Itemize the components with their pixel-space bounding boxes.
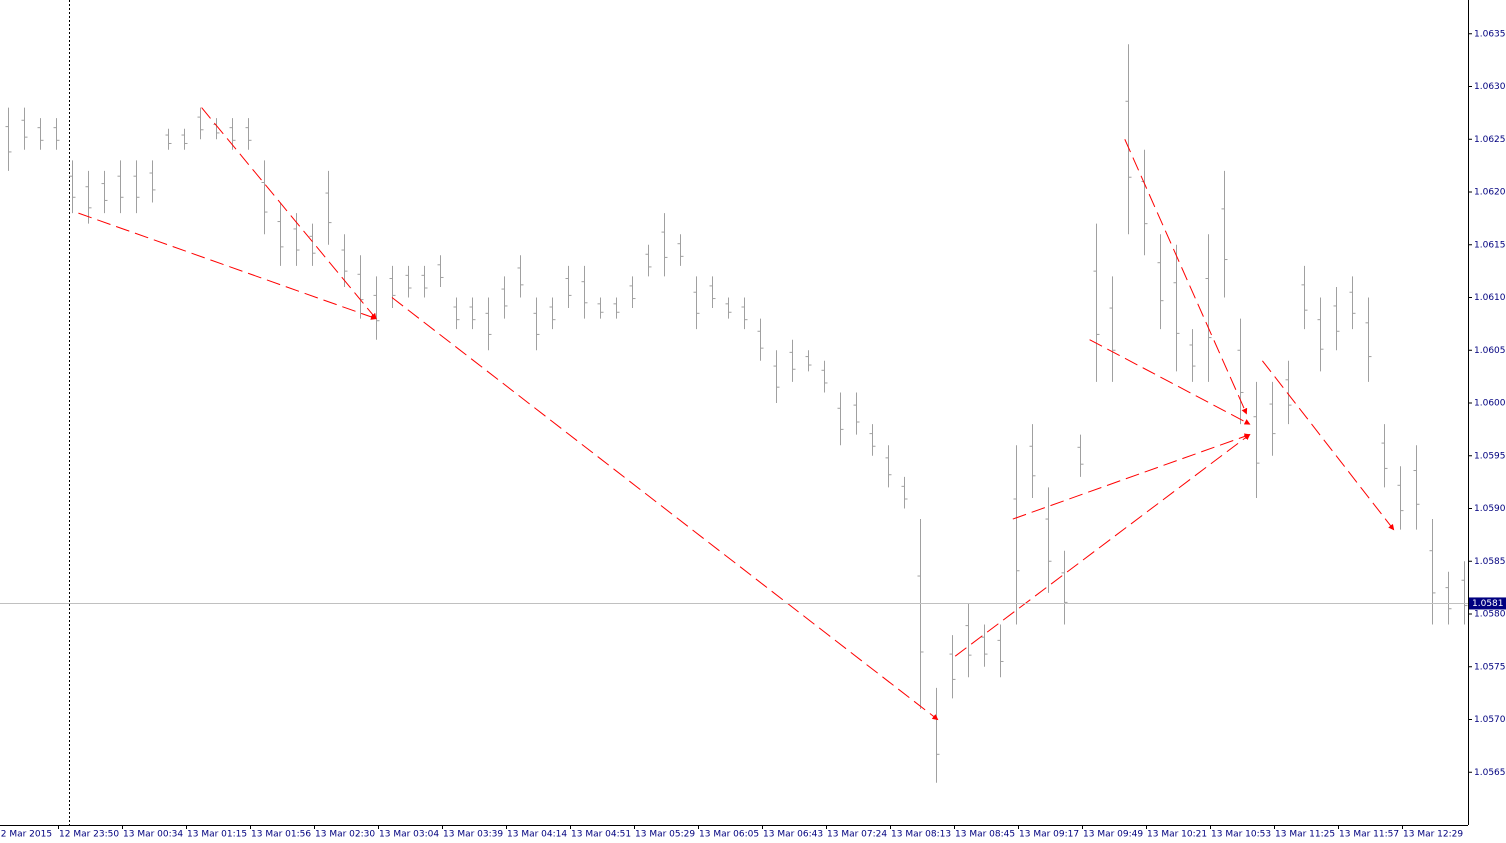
- x-tick-label: 12 Mar 23:50: [59, 830, 119, 840]
- y-tick-label: 1.0615: [1474, 240, 1506, 250]
- x-tick-label: 13 Mar 04:14: [507, 830, 567, 840]
- trade-arrow: [201, 107, 377, 320]
- x-tick-label: 13 Mar 10:21: [1147, 830, 1207, 840]
- x-tick-label: 13 Mar 02:30: [315, 830, 375, 840]
- y-tick-label: 1.0635: [1474, 29, 1506, 39]
- y-tick-label: 1.0595: [1474, 451, 1506, 461]
- x-tick-label: 13 Mar 07:24: [827, 830, 887, 840]
- y-tick-label: 1.0605: [1474, 346, 1506, 356]
- trade-arrow: [1262, 360, 1395, 531]
- y-tick-label: 1.0600: [1474, 399, 1506, 409]
- plot-area: [5, 44, 1468, 783]
- y-tick-label: 1.0570: [1474, 715, 1506, 725]
- x-tick-label: 13 Mar 08:45: [955, 830, 1015, 840]
- y-tick-label: 1.0620: [1474, 188, 1506, 198]
- x-tick-label: 13 Mar 04:51: [571, 830, 631, 840]
- y-tick-label: 1.0630: [1474, 82, 1506, 92]
- x-tick-label: 13 Mar 06:05: [699, 830, 759, 840]
- x-tick-label: 13 Mar 01:15: [187, 830, 247, 840]
- x-tick-label: 13 Mar 08:13: [891, 830, 951, 840]
- trade-arrow: [1012, 433, 1251, 520]
- y-tick-label: 1.0565: [1474, 768, 1506, 778]
- current-price-box: [1469, 597, 1506, 610]
- x-tick-label: 13 Mar 05:29: [635, 830, 695, 840]
- trade-arrow: [1124, 139, 1248, 415]
- trade-arrow: [391, 297, 939, 721]
- y-tick-label: 1.0580: [1474, 610, 1506, 620]
- x-tick-label: 13 Mar 03:04: [379, 830, 439, 840]
- y-tick-label: 1.0610: [1474, 293, 1506, 303]
- x-tick-label: 13 Mar 11:57: [1339, 830, 1399, 840]
- y-tick-label: 1.0575: [1474, 662, 1506, 672]
- x-tick-label: 13 Mar 09:17: [1019, 830, 1079, 840]
- x-tick-label: 13 Mar 09:49: [1083, 830, 1143, 840]
- x-tick-label: 13 Mar 10:53: [1211, 830, 1271, 840]
- x-tick-label: 13 Mar 11:25: [1275, 830, 1335, 840]
- x-tick-label: 13 Mar 01:56: [251, 830, 311, 840]
- trade-arrow: [1089, 339, 1251, 425]
- x-tick-label: 12 Mar 2015: [0, 830, 52, 840]
- x-tick-label: 13 Mar 00:34: [123, 830, 183, 840]
- current-price-label: 1.0581: [1472, 599, 1504, 609]
- y-tick-label: 1.0625: [1474, 135, 1506, 145]
- y-tick-label: 1.0585: [1474, 557, 1506, 567]
- x-tick-label: 13 Mar 03:39: [443, 830, 503, 840]
- x-tick-label: 13 Mar 12:29: [1403, 830, 1463, 840]
- trade-arrow: [954, 434, 1251, 657]
- x-tick-label: 13 Mar 06:43: [763, 830, 823, 840]
- trade-arrow: [78, 212, 377, 320]
- y-tick-label: 1.0590: [1474, 504, 1506, 514]
